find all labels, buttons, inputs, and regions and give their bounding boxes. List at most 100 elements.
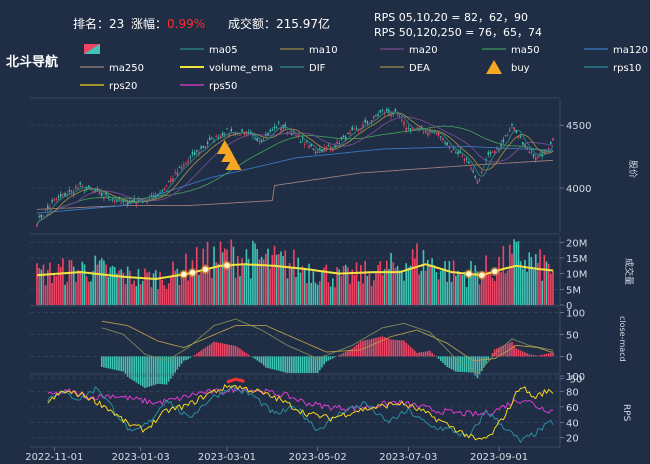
volume-bar: [55, 276, 58, 305]
candle-body: [196, 150, 198, 152]
candle-body: [502, 139, 505, 143]
candle-body: [522, 141, 524, 145]
macd-histogram-bar: [500, 346, 502, 357]
volume-bar: [513, 239, 515, 305]
candle: [70, 189, 73, 196]
legend-item-ma50: ma50: [482, 45, 540, 56]
candle-body: [349, 132, 351, 135]
candle: [178, 165, 181, 169]
macd-histogram-bar: [144, 356, 146, 389]
macd-histogram-bar: [245, 353, 248, 357]
candle: [310, 143, 312, 148]
volume-bar: [64, 284, 66, 305]
volume-bar: [388, 269, 390, 305]
dea-line: [101, 320, 553, 362]
candle: [103, 195, 105, 202]
candle-body: [478, 180, 481, 181]
candle-body: [524, 144, 526, 147]
volume-bar: [88, 281, 90, 305]
volume-bar: [282, 256, 284, 305]
volume-bar: [252, 240, 254, 305]
candle-body: [310, 144, 312, 147]
volume-bar: [498, 256, 500, 305]
candle-body: [319, 148, 321, 151]
macd-histogram-bar: [154, 356, 157, 385]
macd-histogram-bar: [297, 356, 300, 373]
volume-bar: [340, 276, 343, 305]
macd-histogram-bar: [200, 350, 202, 357]
macd-histogram-bar: [284, 356, 287, 373]
macd-histogram-bar: [204, 347, 207, 357]
legend: ma05 ma10 ma20 ma50 ma120 ma250 volume_ema DIF D…: [80, 44, 648, 92]
macd-histogram-bar: [530, 354, 533, 357]
volume-bar: [258, 259, 261, 305]
volume-bar: [152, 273, 155, 305]
macd-histogram-bar: [385, 337, 388, 357]
candle-body: [180, 166, 183, 169]
macd-histogram-bar: [403, 340, 405, 357]
candle: [111, 198, 114, 203]
x-tick-label: 2022-11-01: [25, 452, 83, 463]
candle-body: [504, 135, 507, 136]
candle: [442, 137, 444, 144]
candle-body: [409, 128, 412, 131]
rps-axis-label: RPS: [621, 404, 631, 422]
candle-body: [297, 135, 299, 137]
rps-tick-label: 40: [566, 418, 579, 429]
candle-body: [334, 145, 336, 148]
candle: [211, 136, 213, 140]
candle: [381, 108, 384, 113]
volume-bar: [183, 278, 185, 305]
volume-bar: [107, 276, 110, 305]
candle: [373, 115, 375, 120]
volume-tick-label: 20M: [566, 238, 587, 249]
volume-bar: [202, 248, 205, 305]
macd-histogram-bar: [435, 356, 438, 357]
macd-histogram-bar: [381, 336, 384, 357]
candle-body: [483, 166, 485, 168]
volume-bar: [297, 257, 300, 305]
candle-body: [452, 149, 455, 150]
macd-histogram-bar: [442, 356, 444, 363]
volume-bar: [344, 264, 347, 305]
candle: [353, 127, 356, 130]
volume-bar: [96, 264, 99, 305]
candle-body: [208, 137, 211, 141]
candle-body: [498, 147, 500, 151]
candle-body: [288, 131, 291, 133]
candle: [463, 157, 466, 164]
volume-bar: [150, 287, 153, 305]
volume-bar: [306, 283, 308, 305]
volume-bar: [85, 276, 88, 305]
candle: [293, 129, 295, 136]
macd-histogram-bar: [256, 356, 259, 361]
candle: [364, 117, 366, 125]
macd-histogram-bar: [139, 356, 142, 386]
candle-body: [491, 151, 494, 153]
volume-bar: [385, 260, 388, 305]
candle: [355, 125, 358, 131]
volume-bar: [129, 270, 131, 305]
candle-body: [213, 140, 215, 142]
macd-histogram-bar: [133, 356, 135, 382]
volume-bar: [185, 253, 187, 305]
candle-body: [353, 128, 356, 130]
volume-bar: [543, 255, 546, 305]
macd-histogram-bar: [547, 353, 550, 357]
candle-body: [75, 187, 77, 189]
macd-histogram-bar: [539, 355, 541, 357]
candle-body: [509, 129, 511, 131]
macd-histogram-bar: [111, 356, 114, 370]
macd-histogram-bar: [319, 356, 321, 371]
volume-panel: 20M 15M 10M 5M 0: [30, 233, 587, 312]
price-axis-label: 股价: [627, 160, 638, 178]
volume-bar: [100, 258, 103, 305]
candle: [541, 150, 543, 160]
volume-bar: [433, 265, 436, 305]
macd-histogram-bar: [550, 352, 552, 357]
macd-histogram-bar: [265, 356, 267, 368]
macd-histogram-bar: [396, 340, 399, 357]
candle-body: [66, 194, 68, 196]
candle-body: [323, 147, 325, 151]
